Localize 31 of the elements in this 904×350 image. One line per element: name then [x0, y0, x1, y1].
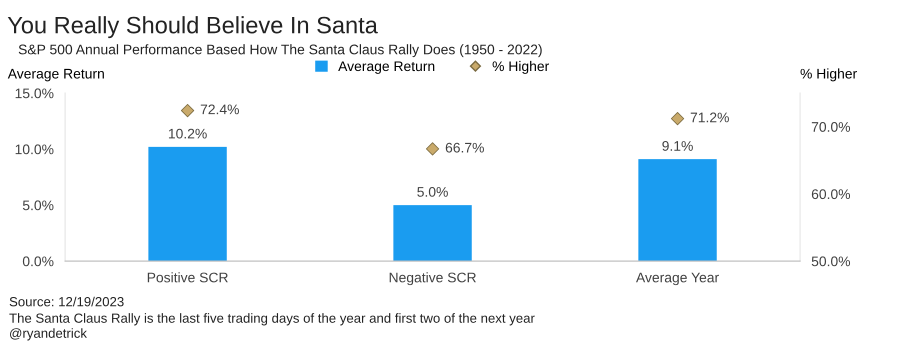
- point: [670, 112, 684, 126]
- y-tick-label: 15.0%: [16, 88, 54, 98]
- data-label: 10.2%: [168, 128, 207, 139]
- text: @ryandetrick: [10, 328, 87, 340]
- data-label: 71.2%: [690, 112, 729, 122]
- data-label: 66.7%: [446, 142, 484, 153]
- x-tick-label: Negative SCR: [390, 272, 476, 286]
- chart-subtitle: S&P 500 Annual Performance Based How The Santa Claus Rally Does (1950 - 2022): [18, 44, 542, 58]
- y-tick-label: 5.0%: [22, 200, 54, 210]
- y2-tick-label: 70.0%: [812, 122, 850, 132]
- data-label: 72.4%: [200, 104, 239, 114]
- point: [426, 142, 440, 156]
- data-label: 9.1%: [662, 141, 693, 151]
- data-label: 5.0%: [417, 186, 448, 197]
- y-tick-label: 0.0%: [22, 256, 54, 266]
- y2-tick-label: 50.0%: [812, 256, 850, 266]
- legend-label: Average Return: [338, 61, 434, 74]
- bar: [638, 159, 717, 262]
- y2-axis-title: % Higher: [800, 68, 857, 82]
- y-tick-label: 10.0%: [16, 144, 54, 154]
- x-tick-label: Average Year: [636, 272, 719, 286]
- source-note: Source: 12/19/2023: [10, 296, 124, 306]
- bar: [393, 205, 472, 262]
- point: [180, 104, 194, 118]
- legend-label: % Higher: [492, 60, 549, 74]
- x-tick-label: Positive SCR: [148, 272, 228, 282]
- y-axis-title: Average Return: [8, 68, 104, 82]
- y2-tick-label: 60.0%: [812, 189, 850, 200]
- chart-title: You Really Should Believe In Santa: [8, 16, 378, 38]
- text: The Santa Claus Rally is the last five trading days of the year and first two of the next year: [9, 313, 535, 326]
- bar: [148, 146, 227, 262]
